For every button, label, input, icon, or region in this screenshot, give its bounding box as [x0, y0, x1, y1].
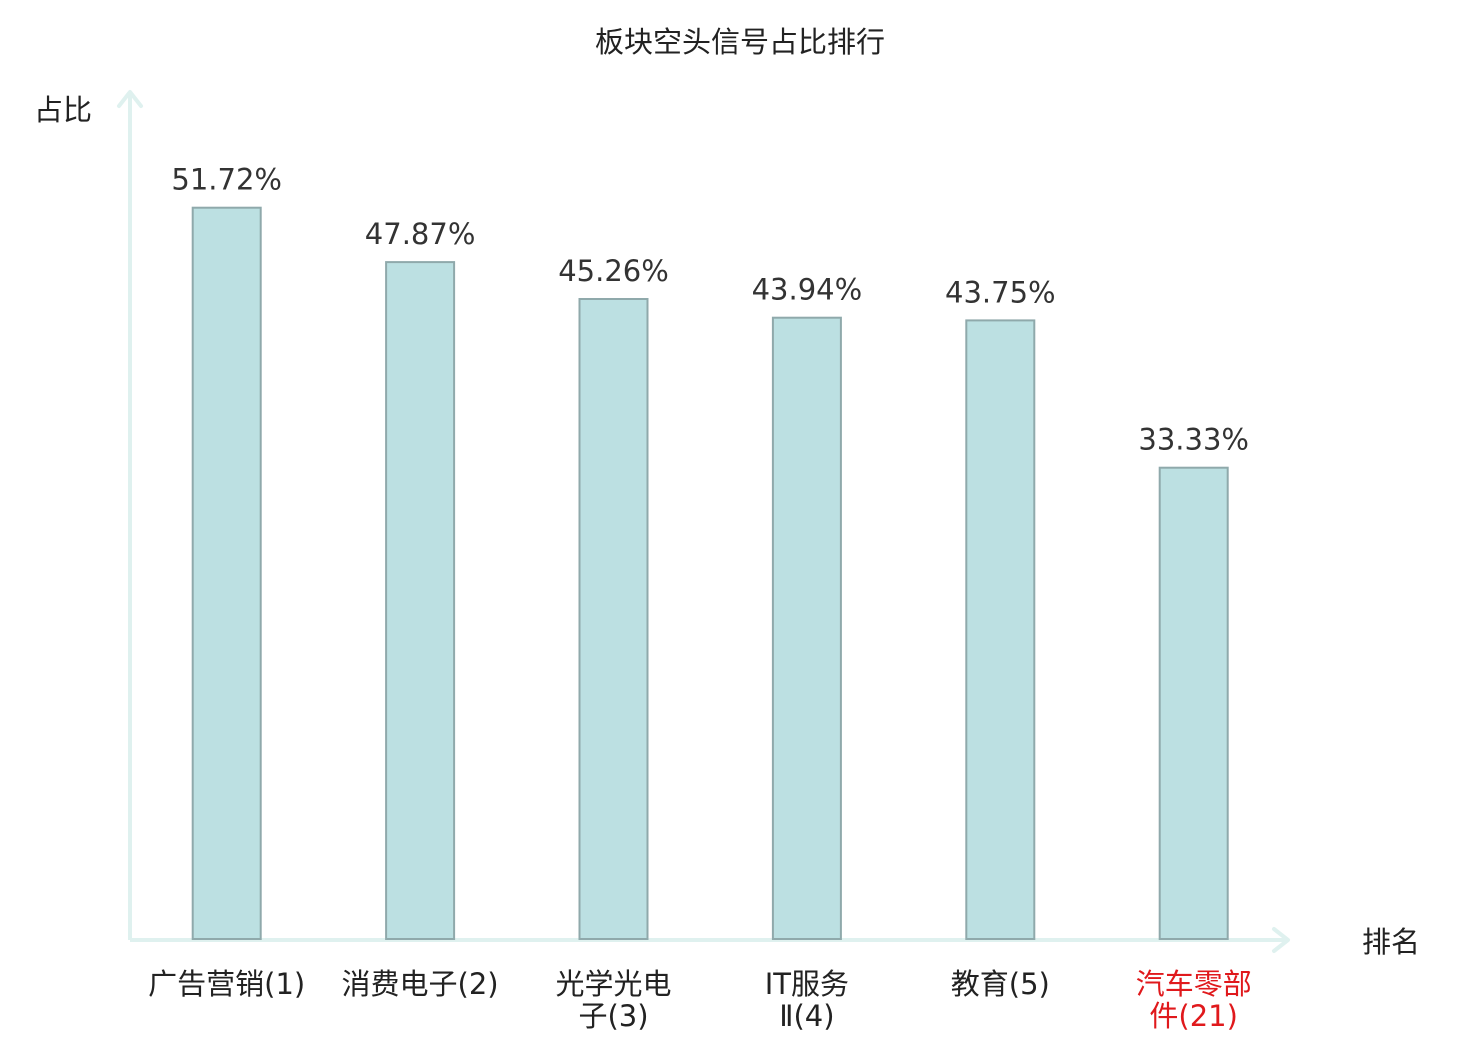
bar	[191, 206, 262, 940]
value-label: 33.33%	[1138, 423, 1249, 457]
category-label: Ⅱ(4)	[779, 999, 834, 1033]
bar	[578, 298, 649, 940]
y-axis	[117, 90, 143, 940]
y-axis-label: 占比	[34, 93, 92, 127]
x-axis	[130, 927, 1290, 953]
category-label: 教育(5)	[951, 967, 1050, 1001]
value-label: 51.72%	[171, 163, 282, 197]
category-label: 汽车零部	[1136, 967, 1252, 1001]
x-axis-label: 排名	[1362, 925, 1420, 959]
bar	[771, 316, 842, 940]
value-label: 45.26%	[558, 254, 669, 288]
value-label: 43.75%	[945, 275, 1056, 309]
category-label: 光学光电	[555, 967, 671, 1001]
category-label: 消费电子(2)	[342, 967, 499, 1001]
category-label: 子(3)	[578, 999, 648, 1033]
category-label: 广告营销(1)	[148, 967, 305, 1001]
bar	[1158, 466, 1229, 940]
chart-title: 板块空头信号占比排行	[595, 25, 885, 59]
bar	[965, 319, 1036, 940]
category-label: IT服务	[765, 967, 849, 1001]
bars-layer	[191, 206, 1229, 941]
bar	[385, 261, 456, 941]
value-label: 47.87%	[365, 217, 476, 251]
value-label: 43.94%	[752, 273, 863, 307]
category-label: 件(21)	[1149, 999, 1238, 1033]
value-labels-layer: 51.72% 47.87% 45.26% 43.94% 43.75% 33.33%	[171, 163, 1249, 457]
